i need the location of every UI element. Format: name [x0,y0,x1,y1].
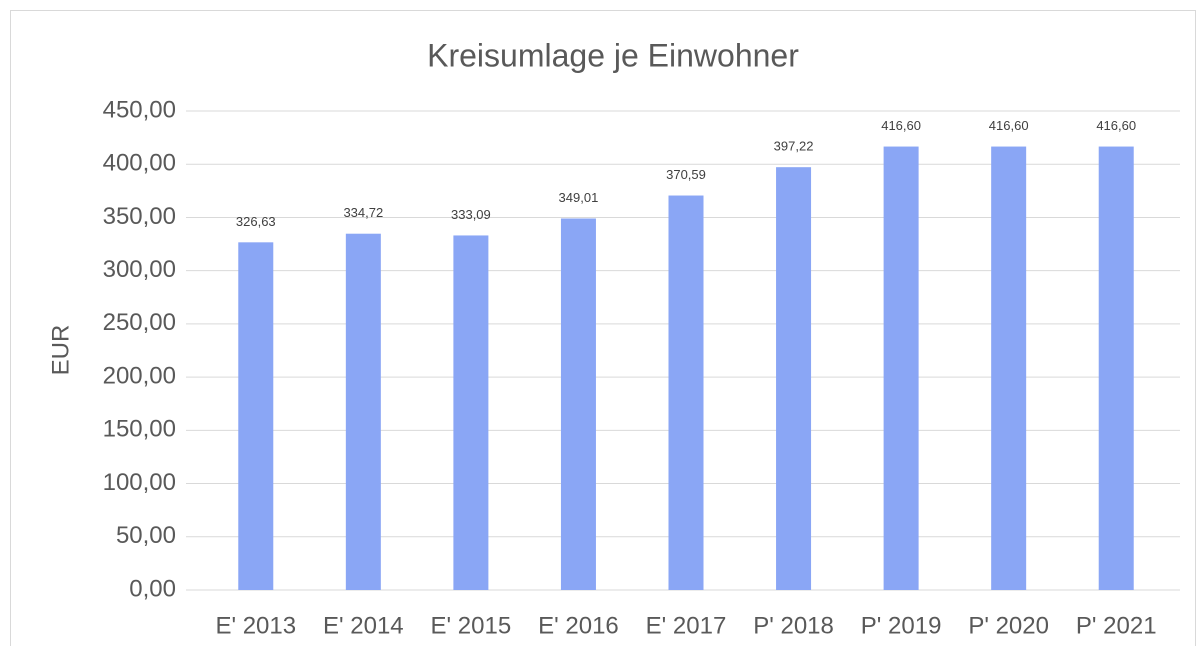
x-tick-label: P' 2020 [968,612,1049,639]
bar [1098,146,1134,591]
y-tick-label: 200,00 [103,362,176,389]
bar [453,235,489,590]
y-tick-label: 0,00 [129,575,176,602]
bar [560,218,596,591]
x-tick-label: P' 2021 [1076,612,1157,639]
data-label: 326,63 [236,214,276,229]
bar [668,195,704,590]
data-label: 416,60 [1096,118,1136,133]
bar [776,167,812,590]
x-tick-label: E' 2017 [646,612,727,639]
x-tick-label: E' 2015 [431,612,512,639]
data-label: 416,60 [989,118,1029,133]
y-tick-label: 400,00 [103,150,176,177]
data-label: 334,72 [343,205,383,220]
data-label: 333,09 [451,207,491,222]
y-tick-label: 450,00 [103,96,176,123]
y-axis-title: EUR [47,325,74,376]
x-tick-label: E' 2016 [538,612,619,639]
data-label: 349,01 [559,190,599,205]
y-tick-label: 50,00 [116,522,176,549]
bar [345,233,381,590]
y-tick-label: 250,00 [103,309,176,336]
data-label: 370,59 [666,167,706,182]
chart-border [10,10,1196,646]
y-tick-label: 300,00 [103,256,176,283]
bar [991,146,1027,591]
y-tick-label: 100,00 [103,469,176,496]
x-tick-label: P' 2018 [753,612,834,639]
bar [883,146,919,591]
x-tick-label: P' 2019 [861,612,942,639]
y-tick-label: 150,00 [103,416,176,443]
data-label: 416,60 [881,118,921,133]
x-tick-label: E' 2013 [215,612,296,639]
chart-title: Kreisumlage je Einwohner [427,37,799,73]
bar [238,242,274,591]
y-tick-label: 350,00 [103,203,176,230]
x-tick-label: E' 2014 [323,612,404,639]
data-label: 397,22 [774,139,814,154]
